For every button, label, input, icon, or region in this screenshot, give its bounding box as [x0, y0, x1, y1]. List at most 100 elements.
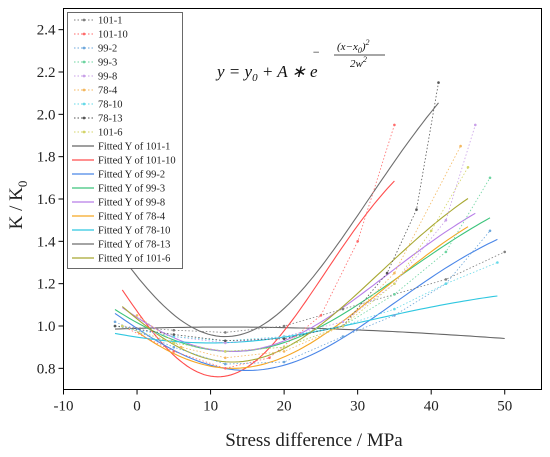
data-point — [415, 208, 418, 211]
legend-label: 101-1 — [98, 16, 123, 27]
data-point — [172, 350, 176, 353]
data-point — [268, 356, 271, 360]
legend-box — [67, 12, 183, 269]
axes: -10 0 10 20 30 40 500.81.01.21.41.61.82.02.22.… — [37, 23, 512, 415]
data-point — [393, 123, 396, 127]
equation-lhs: y = y — [215, 62, 253, 81]
data-point — [172, 341, 176, 345]
fitted-curve — [121, 198, 469, 363]
x-tick-label: 0 — [133, 399, 141, 415]
fitted-curve — [114, 102, 439, 338]
data-point — [393, 314, 396, 317]
legend-label: 101-6 — [98, 128, 123, 139]
y-tick-label: 2.4 — [37, 23, 56, 39]
equation-exp-minus: − — [312, 45, 320, 59]
data-series — [113, 81, 507, 370]
equation-exp-num-end: ) — [361, 41, 366, 53]
legend-marker — [82, 130, 86, 134]
data-point — [282, 360, 286, 364]
y-axis-title-sub: 0 — [15, 181, 30, 188]
legend-label: 99-8 — [98, 72, 117, 83]
data-point — [319, 314, 323, 317]
y-tick-label: 2.0 — [37, 107, 56, 123]
data-point — [172, 345, 176, 349]
y-axis-title: K / K0 — [6, 181, 30, 230]
data-point — [341, 335, 345, 338]
legend-label: 101-10 — [98, 30, 128, 41]
fitted-curves — [114, 102, 505, 378]
fitted-curve — [136, 226, 469, 369]
data-point — [393, 271, 396, 275]
x-tick-label: 10 — [203, 399, 218, 415]
x-tick-label: 30 — [350, 399, 365, 415]
equation-exp-num: (x−x — [337, 41, 358, 53]
legend-label: Fitted Y of 78-4 — [98, 212, 166, 223]
data-point — [224, 367, 227, 370]
legend-label: 78-10 — [98, 100, 123, 111]
equation-exp-num-sub: 0 — [358, 46, 362, 55]
legend: 101-1 101-10 99-2 99-3 99-8 78-4 78-10 78-13 101… — [67, 12, 183, 269]
data-point — [437, 81, 440, 84]
data-point — [444, 282, 448, 286]
legend-marker — [82, 46, 86, 50]
y-tick-label: 1.2 — [37, 277, 56, 293]
fit-equation: y = y0 + A ∗ e − (x−x0)2 2w2 — [215, 38, 385, 84]
data-point — [282, 335, 286, 338]
data-point — [393, 307, 396, 311]
legend-label: Fitted Y of 99-2 — [98, 170, 165, 181]
data-point — [179, 345, 183, 349]
legend-label: Fitted Y of 78-10 — [98, 226, 170, 237]
equation-lhs-sub: 0 — [252, 72, 258, 84]
data-point — [341, 320, 345, 324]
data-point — [224, 331, 227, 334]
data-point — [385, 271, 389, 275]
data-point — [224, 356, 227, 360]
fitted-curve — [114, 295, 498, 344]
data-point — [224, 339, 227, 343]
data-point — [459, 144, 462, 148]
equation-mid: + A ∗ e — [258, 62, 318, 81]
fitted-curve — [114, 238, 498, 371]
data-point — [172, 335, 176, 338]
data-point — [444, 250, 448, 254]
data-point — [113, 324, 117, 328]
x-axis-title: Stress difference / MPa — [225, 430, 403, 451]
svg-text:2w2: 2w2 — [350, 55, 367, 70]
y-axis-title-main: K / K — [6, 187, 27, 230]
svg-text:(x−x0)2: (x−x0)2 — [337, 38, 370, 55]
legend-label: Fitted Y of 101-10 — [98, 156, 176, 167]
legend-marker — [82, 74, 86, 78]
x-tick-label: 50 — [497, 399, 512, 415]
data-point — [444, 218, 448, 222]
equation-exp-den-sup: 2 — [363, 55, 367, 64]
data-point — [282, 345, 286, 349]
legend-marker — [82, 32, 86, 36]
legend-marker — [82, 18, 86, 22]
data-point — [282, 350, 286, 353]
legend-label: 78-4 — [98, 86, 118, 97]
legend-label: 99-3 — [98, 58, 117, 69]
data-point — [488, 176, 492, 180]
data-point — [341, 324, 345, 328]
data-point — [444, 278, 448, 281]
x-tick-label: -10 — [54, 399, 74, 415]
y-tick-label: 1.6 — [37, 192, 56, 208]
data-series-line — [122, 124, 476, 344]
legend-label: Fitted Y of 99-8 — [98, 198, 165, 209]
x-tick-label: 20 — [277, 399, 292, 415]
legend-label: Fitted Y of 78-13 — [98, 240, 170, 251]
legend-marker — [82, 88, 86, 92]
y-tick-label: 0.8 — [37, 361, 56, 377]
data-point — [282, 324, 286, 328]
legend-marker — [82, 60, 86, 64]
legend-label: Fitted Y of 101-1 — [98, 142, 170, 153]
equation-exp-num-sup: 2 — [366, 38, 370, 47]
y-tick-label: 1.8 — [37, 150, 56, 166]
data-point — [341, 307, 345, 311]
data-series-line — [114, 262, 498, 342]
legend-label: Fitted Y of 101-6 — [98, 254, 170, 265]
data-point — [172, 328, 176, 332]
data-point — [488, 229, 492, 233]
data-point — [224, 350, 227, 353]
